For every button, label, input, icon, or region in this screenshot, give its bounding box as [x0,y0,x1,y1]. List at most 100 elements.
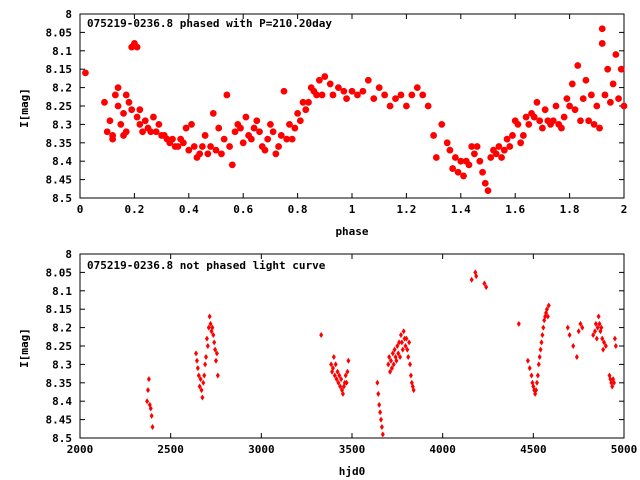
data-point [514,121,522,128]
data-point [595,324,600,331]
data-point [525,357,530,364]
data-point [392,346,397,353]
data-point [212,146,220,154]
data-point [210,324,215,331]
data-point [145,398,150,405]
y-tick-label: 8.2 [52,322,72,335]
data-point [540,331,545,338]
data-point [203,361,208,368]
data-point [386,361,391,368]
data-point [305,98,312,106]
data-point [574,354,579,361]
data-point [565,324,570,331]
data-point [125,98,133,106]
data-point [481,179,489,187]
data-point [194,350,199,357]
data-point [533,98,541,106]
y-tick-label: 8.05 [46,266,73,279]
data-point [534,379,539,386]
y-tick-label: 8.5 [52,192,72,205]
data-point [395,343,400,349]
data-point [141,117,149,125]
x-tick-label: 0.8 [288,203,308,216]
data-point [197,383,202,390]
data-point [136,121,144,128]
data-point [541,324,546,331]
data-point [205,343,210,349]
phased-light-curve-panel: 0 0.2 0.4 0.6 0.8 1 1.2 1.4 1.6 1.8 2 8 8.05 8.1 8.15… [18,8,628,238]
data-point [389,365,394,372]
data-point [600,335,605,342]
data-point [207,143,214,150]
data-point [150,423,155,430]
data-point [106,117,114,125]
data-point [568,80,576,88]
x-tick-label: 3000 [248,443,275,456]
data-point [460,172,467,180]
data-point [379,423,384,430]
data-point [202,372,207,379]
data-point [253,117,261,125]
data-point [405,346,410,353]
data-point [329,361,334,368]
data-point [239,139,247,147]
data-point [199,387,204,394]
data-point [214,350,219,357]
data-point [207,313,212,320]
data-point [394,357,399,364]
data-point [579,95,587,103]
data-point [198,143,206,150]
data-point [574,62,582,69]
data-point [585,117,593,125]
data-point [330,365,335,372]
data-point [566,102,573,110]
data-point [571,343,576,349]
data-point [381,91,389,99]
y-tick-label: 8.45 [46,174,73,187]
data-point [484,187,492,195]
data-point [117,121,125,128]
data-point [204,354,209,361]
data-point [545,313,550,320]
x-tick-label: 0 [77,203,84,216]
data-point [318,91,326,99]
data-point [196,372,201,379]
data-point [522,113,530,121]
data-point [340,390,345,397]
data-point [492,150,500,158]
data-point [122,128,130,136]
data-point [201,132,209,139]
y-tick-label: 8.15 [46,63,73,76]
data-point [500,146,508,154]
data-point [591,331,596,338]
data-point [329,91,337,99]
x-tick-label: 0.6 [233,203,253,216]
data-point [495,143,503,150]
y-tick-label: 8.1 [52,285,72,298]
data-point [470,150,478,158]
data-point [343,95,350,103]
data-point [516,320,521,327]
data-point [603,343,608,349]
data-point [375,84,383,91]
x-tick-label: 2500 [157,443,184,456]
data-point [213,346,218,353]
data-point [604,65,612,73]
data-point [552,102,560,110]
data-point [169,135,176,143]
data-point [558,124,565,132]
y-tick-labels: 8 8.05 8.1 8.15 8.2 8.25 8.3 8.35 8.4 8.45 8.5 [46,8,73,205]
data-point [607,98,614,106]
data-point [482,280,487,287]
data-point [408,372,413,379]
data-point [609,80,617,88]
data-point [380,431,385,438]
data-point [82,69,89,77]
data-point [377,401,382,408]
data-point [391,361,396,368]
data-point [212,339,217,346]
x-tick-label: 0.4 [179,203,199,216]
data-point [237,124,244,132]
data-point [534,387,539,394]
data-point [407,339,412,346]
